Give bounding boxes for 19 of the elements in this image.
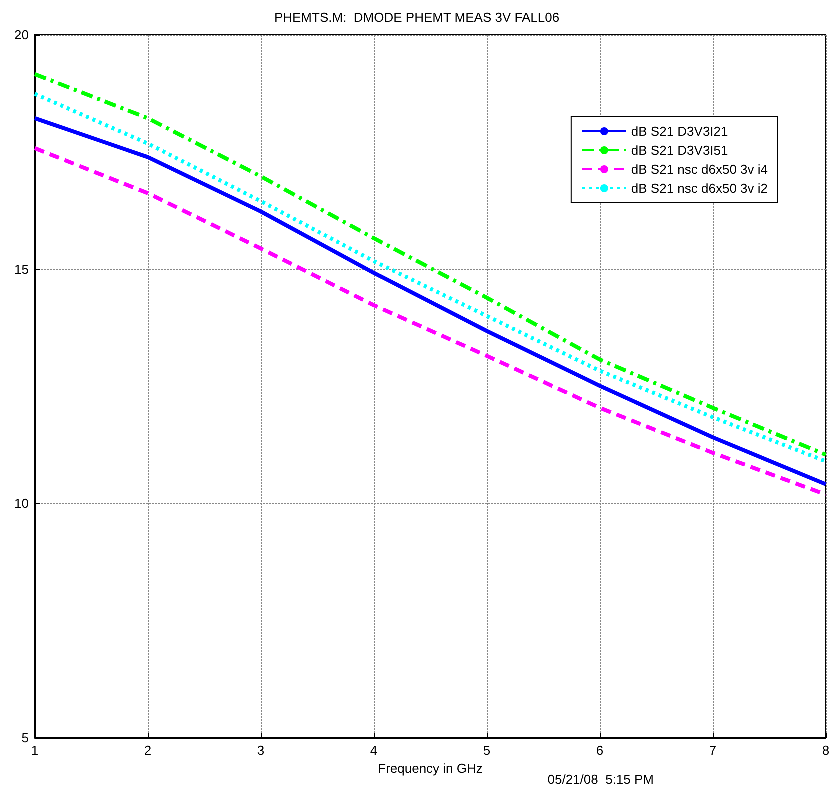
y-tick-label: 20 [14,28,29,42]
x-tick-label: 8 [822,743,830,758]
legend-label: dB S21 D3V3I51 [631,143,728,158]
x-tick-label: 6 [596,743,604,758]
x-tick-label: 1 [31,743,39,758]
y-tick-label: 5 [22,730,29,746]
text: 05/21/08 5:15 PM [548,772,654,787]
x-tick-label: 7 [709,743,717,758]
x-tick-label: 3 [257,743,265,758]
y-tick-label: 10 [14,496,29,512]
x-axis-title: Frequency in GHz [378,760,483,776]
chart-title: PHEMTS.M: DMODE PHEMT MEAS 3V FALL06 [274,10,560,25]
y-tick-label: 15 [14,262,29,277]
x-tick-label: 5 [483,743,491,758]
legend-label: dB S21 nsc d6x50 3v i4 [631,162,768,177]
x-tick-label: 4 [370,743,378,758]
legend-label: dB S21 D3V3I21 [631,124,728,139]
legend-label: dB S21 nsc d6x50 3v i2 [631,181,768,196]
x-tick-label: 2 [144,743,152,758]
